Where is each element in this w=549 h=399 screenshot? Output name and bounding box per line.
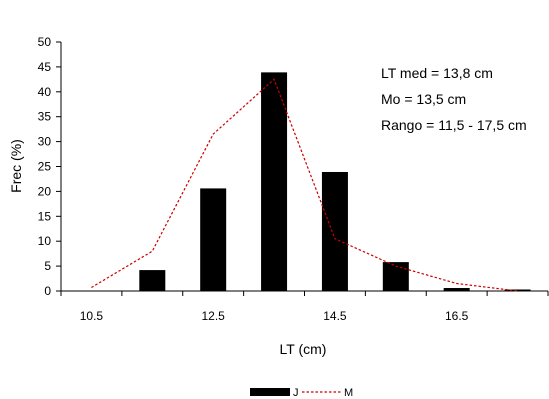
x-tick-label: 12.5	[202, 309, 226, 323]
y-tick-label: 30	[38, 135, 52, 149]
y-tick-label: 15	[38, 209, 52, 223]
bar	[200, 188, 227, 291]
x-tick-label: 14.5	[323, 309, 347, 323]
y-axis: 0 5 10 15 20 25 30 35 40 45 50	[38, 35, 62, 298]
y-tick-label: 0	[44, 284, 51, 298]
annotation-range: Rango = 11,5 - 17,5 cm	[381, 117, 527, 133]
legend: J M	[250, 387, 353, 399]
x-tick-label: 10.5	[80, 309, 104, 323]
y-tick-label: 35	[38, 110, 52, 124]
bar	[443, 288, 470, 291]
y-tick-label: 25	[38, 160, 52, 174]
y-tick-label: 40	[38, 85, 52, 99]
bar	[139, 270, 166, 291]
bar-series-j	[139, 72, 531, 292]
annotation-mode: Mo = 13,5 cm	[381, 91, 466, 107]
y-tick-label: 45	[38, 60, 52, 74]
bar	[321, 171, 348, 291]
x-axis: 10.5 12.5 14.5 16.5	[60, 290, 549, 323]
legend-label-j: J	[293, 387, 299, 399]
bar	[504, 289, 531, 291]
annotation-mean-length: LT med = 13,8 cm	[381, 65, 493, 81]
legend-swatch-j	[250, 388, 290, 396]
x-axis-title: LT (cm)	[280, 341, 327, 357]
y-tick-label: 10	[38, 234, 52, 248]
y-tick-label: 5	[44, 259, 51, 273]
x-tick-label: 16.5	[445, 309, 469, 323]
line-series-m	[91, 78, 518, 292]
line-path	[91, 78, 518, 292]
bar	[261, 72, 288, 292]
y-axis-title: Frec (%)	[8, 139, 24, 193]
legend-label-m: M	[344, 387, 353, 399]
y-tick-label: 50	[38, 35, 52, 49]
bar	[382, 262, 409, 291]
y-tick-label: 20	[38, 184, 52, 198]
